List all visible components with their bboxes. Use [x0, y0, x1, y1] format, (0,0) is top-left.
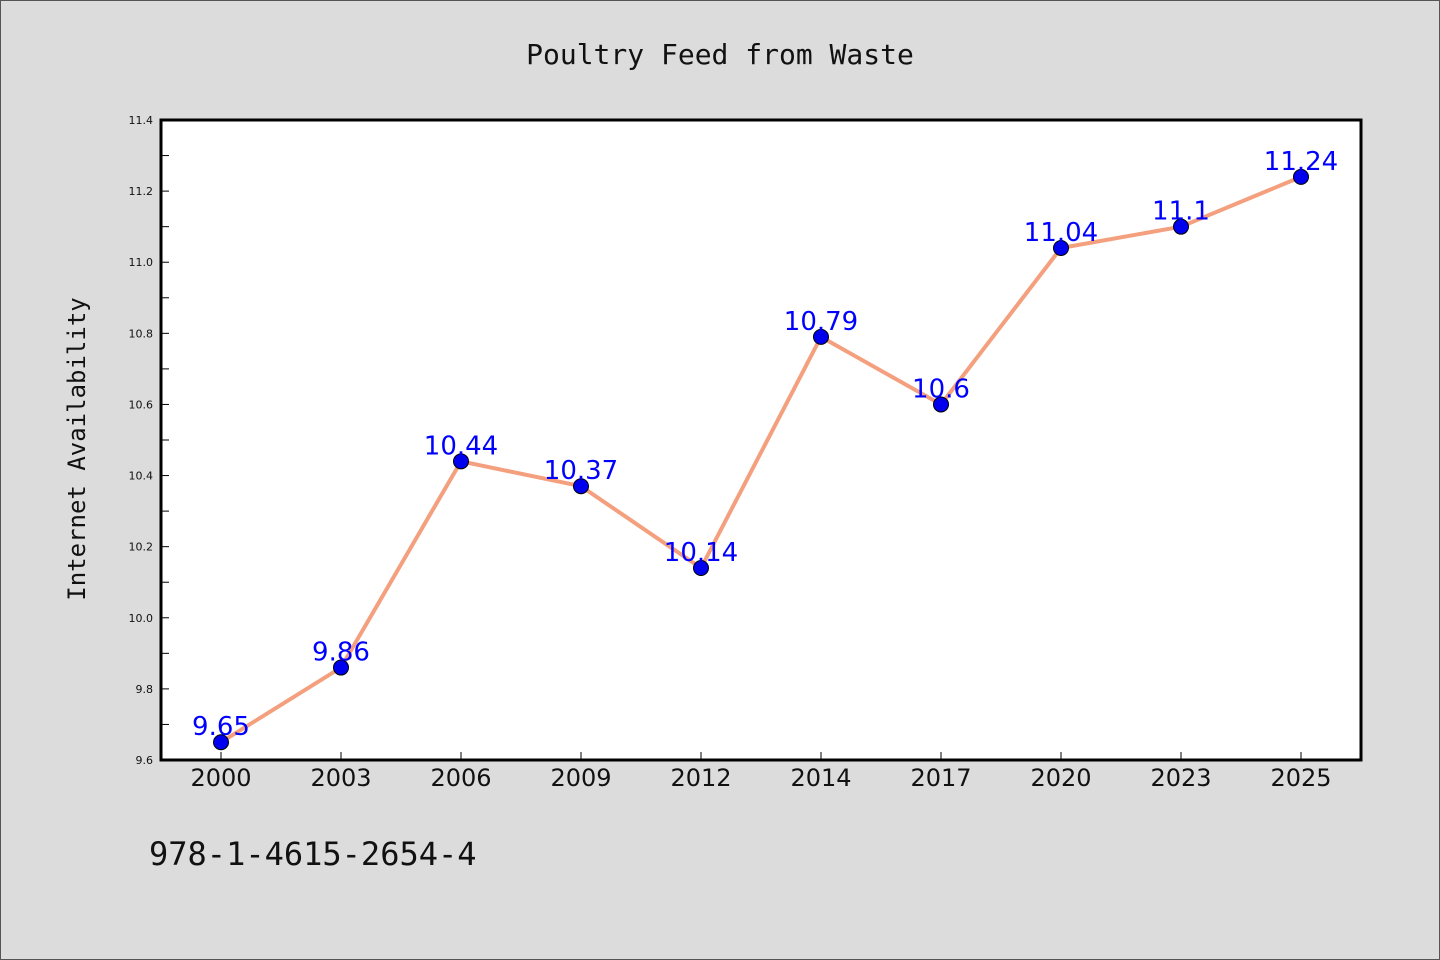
data-point — [573, 478, 589, 495]
footer-identifier: 978-1-4615-2654-4 — [149, 835, 477, 873]
data-label: 10.37 — [544, 456, 618, 486]
data-label: 10.14 — [664, 538, 738, 568]
data-label: 11.04 — [1024, 218, 1098, 248]
x-tick-label: 2023 — [1150, 764, 1211, 792]
plot-area — [159, 118, 1363, 762]
data-label: 11.1 — [1152, 197, 1210, 227]
x-tick-label: 2017 — [910, 764, 971, 792]
y-tick-label: 11.4 — [129, 114, 154, 127]
x-tick-label: 2020 — [1030, 764, 1091, 792]
data-label: 10.44 — [424, 431, 498, 461]
data-point — [453, 453, 469, 470]
y-tick-label: 10.0 — [129, 612, 154, 625]
y-axis-ticks: 9.6 9.8 10.0 10.2 10.4 10.6 10.8 11.0 11.2 11.4 — [129, 114, 169, 767]
y-tick-label: 10.6 — [129, 398, 154, 411]
series-line — [219, 175, 1302, 744]
x-tick-label: 2000 — [190, 764, 251, 792]
data-point — [813, 328, 829, 345]
data-label: 10.79 — [784, 307, 858, 337]
x-tick-label: 2014 — [790, 764, 851, 792]
y-tick-label: 9.6 — [136, 754, 154, 767]
data-label: 11.24 — [1264, 147, 1338, 177]
x-tick-label: 2012 — [670, 764, 731, 792]
y-tick-label: 11.2 — [129, 185, 154, 198]
data-label: 9.65 — [192, 712, 250, 742]
data-point — [1293, 168, 1309, 185]
data-label: 10.6 — [912, 374, 970, 404]
x-tick-label: 2006 — [430, 764, 491, 792]
x-tick-label: 2003 — [310, 764, 371, 792]
data-point — [693, 560, 709, 576]
y-tick-label: 9.8 — [136, 683, 154, 696]
y-tick-label: 10.8 — [129, 327, 154, 340]
y-axis-label: Internet Availability — [63, 297, 91, 600]
chart-title: Poultry Feed from Waste — [526, 38, 914, 71]
data-point — [333, 659, 349, 676]
data-point — [213, 734, 229, 751]
y-tick-label: 10.2 — [129, 541, 154, 554]
x-tick-label: 2009 — [550, 764, 611, 792]
data-point — [1173, 218, 1189, 235]
data-label: 9.86 — [312, 638, 370, 668]
x-tick-label: 2025 — [1270, 764, 1331, 792]
y-tick-label: 11.0 — [129, 256, 154, 269]
data-point — [933, 396, 949, 413]
y-tick-label: 10.4 — [129, 470, 154, 483]
x-axis-ticks: 2000 2003 2006 2009 2012 2014 2017 2020 2023 2025 — [190, 752, 1332, 792]
data-point — [1053, 240, 1069, 256]
series-group: 9.65 9.86 10.44 10.37 10.14 10.79 10.6 11.04 11.… — [192, 147, 1338, 751]
